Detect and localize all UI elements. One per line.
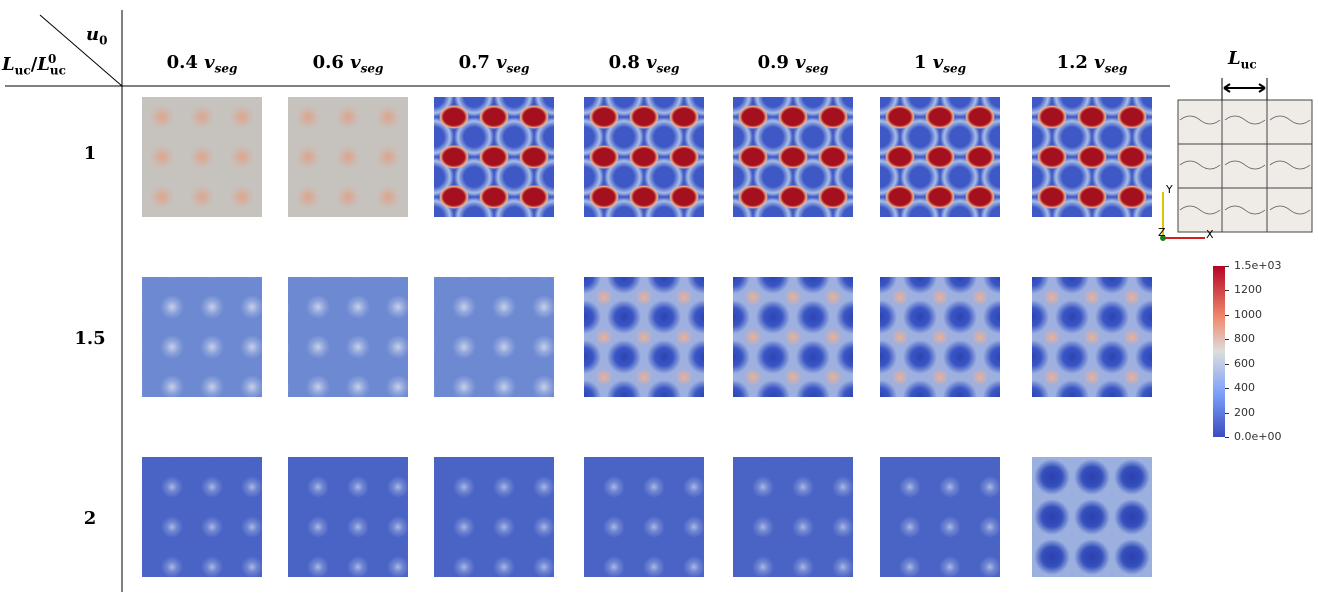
coefficient: 0.4 <box>166 52 198 73</box>
colorbar <box>1213 266 1225 437</box>
symbol: v <box>350 52 361 73</box>
colorbar-label: 600 <box>1234 356 1255 370</box>
column-header: 0.4 vseg <box>127 52 277 76</box>
result-panel <box>880 97 1000 217</box>
result-panel <box>584 97 704 217</box>
colorbar-label: 400 <box>1234 381 1255 395</box>
coefficient: 0.9 <box>757 52 789 73</box>
result-panel <box>584 277 704 397</box>
result-panel <box>733 97 853 217</box>
result-panel <box>434 457 554 577</box>
colorbar-tick <box>1225 363 1229 365</box>
axes-triad <box>1160 192 1205 241</box>
coefficient: 1 <box>913 52 927 73</box>
result-panel <box>142 277 262 397</box>
colorbar-label: 1.5e+03 <box>1234 259 1282 272</box>
colorbar-tick <box>1225 290 1229 292</box>
colorbar-tick <box>1225 388 1229 390</box>
separator: / <box>30 54 38 75</box>
result-panel <box>288 457 408 577</box>
result-panel <box>733 457 853 577</box>
subscript: seg <box>1104 61 1128 76</box>
colorbar-label: 1000 <box>1234 307 1262 321</box>
subscript: seg <box>214 61 238 76</box>
coefficient: 0.7 <box>458 52 490 73</box>
row-label: 1 <box>83 143 97 164</box>
symbol: u <box>86 24 100 45</box>
colorbar-tick <box>1225 339 1229 341</box>
symbol: v <box>932 52 944 73</box>
subscript: seg <box>656 61 680 76</box>
colorbar-label: 0.0e+00 <box>1234 430 1282 443</box>
colorbar-tick <box>1225 266 1229 267</box>
subscript: seg <box>360 61 384 76</box>
symbol: v <box>646 52 657 73</box>
axis-label: Z <box>1158 226 1166 239</box>
symbol: v <box>204 52 215 73</box>
colorbar-label: 800 <box>1234 332 1255 346</box>
column-header: 1.2 vseg <box>1017 52 1167 76</box>
column-header: 0.6 vseg <box>273 52 423 76</box>
axis-label: Y <box>1166 183 1173 196</box>
inset-label: Luc <box>1228 48 1257 72</box>
coefficient: 0.8 <box>608 52 640 73</box>
result-panel <box>584 457 704 577</box>
result-panel <box>288 97 408 217</box>
result-panel <box>434 97 554 217</box>
column-header: 0.8 vseg <box>569 52 719 76</box>
subscript: uc <box>49 63 66 78</box>
symbol: v <box>496 52 507 73</box>
row-label: 1.5 <box>74 328 106 349</box>
colorbar-tick <box>1225 314 1229 316</box>
coefficient: 1.2 <box>1056 52 1088 73</box>
superscript: 0 <box>47 52 57 66</box>
subscript: seg <box>943 61 967 76</box>
subscript: uc <box>14 63 31 78</box>
row-variable: Luc/Luc0 <box>2 52 66 78</box>
result-panel <box>142 457 262 577</box>
coefficient: 0.6 <box>312 52 344 73</box>
corner-diagonal <box>39 14 123 87</box>
result-panel <box>880 457 1000 577</box>
colorbar-tick <box>1225 437 1229 438</box>
symbol: v <box>795 52 806 73</box>
axis-label: X <box>1206 228 1214 241</box>
result-panel <box>1032 457 1152 577</box>
symbol: v <box>1094 52 1105 73</box>
column-header: 0.7 vseg <box>419 52 569 76</box>
result-panel <box>1032 97 1152 217</box>
colorbar-label: 200 <box>1234 405 1255 419</box>
subscript: 0 <box>99 33 108 48</box>
result-panel <box>288 277 408 397</box>
column-header: 1 vseg <box>865 52 1015 76</box>
result-panel <box>733 277 853 397</box>
column-variable: u0 <box>86 24 107 48</box>
symbol: L <box>1228 48 1241 69</box>
unit-cell-inset <box>1177 78 1313 233</box>
result-panel <box>1032 277 1152 397</box>
result-panel <box>142 97 262 217</box>
column-header: 0.9 vseg <box>718 52 868 76</box>
subscript: uc <box>1240 57 1257 72</box>
colorbar-tick <box>1225 412 1229 414</box>
symbol: L <box>37 54 50 75</box>
result-panel <box>880 277 1000 397</box>
subscript: seg <box>506 61 530 76</box>
result-panel <box>434 277 554 397</box>
row-label: 2 <box>83 508 97 529</box>
symbol: L <box>2 54 15 75</box>
subscript: seg <box>805 61 829 76</box>
colorbar-label: 1200 <box>1234 283 1262 297</box>
